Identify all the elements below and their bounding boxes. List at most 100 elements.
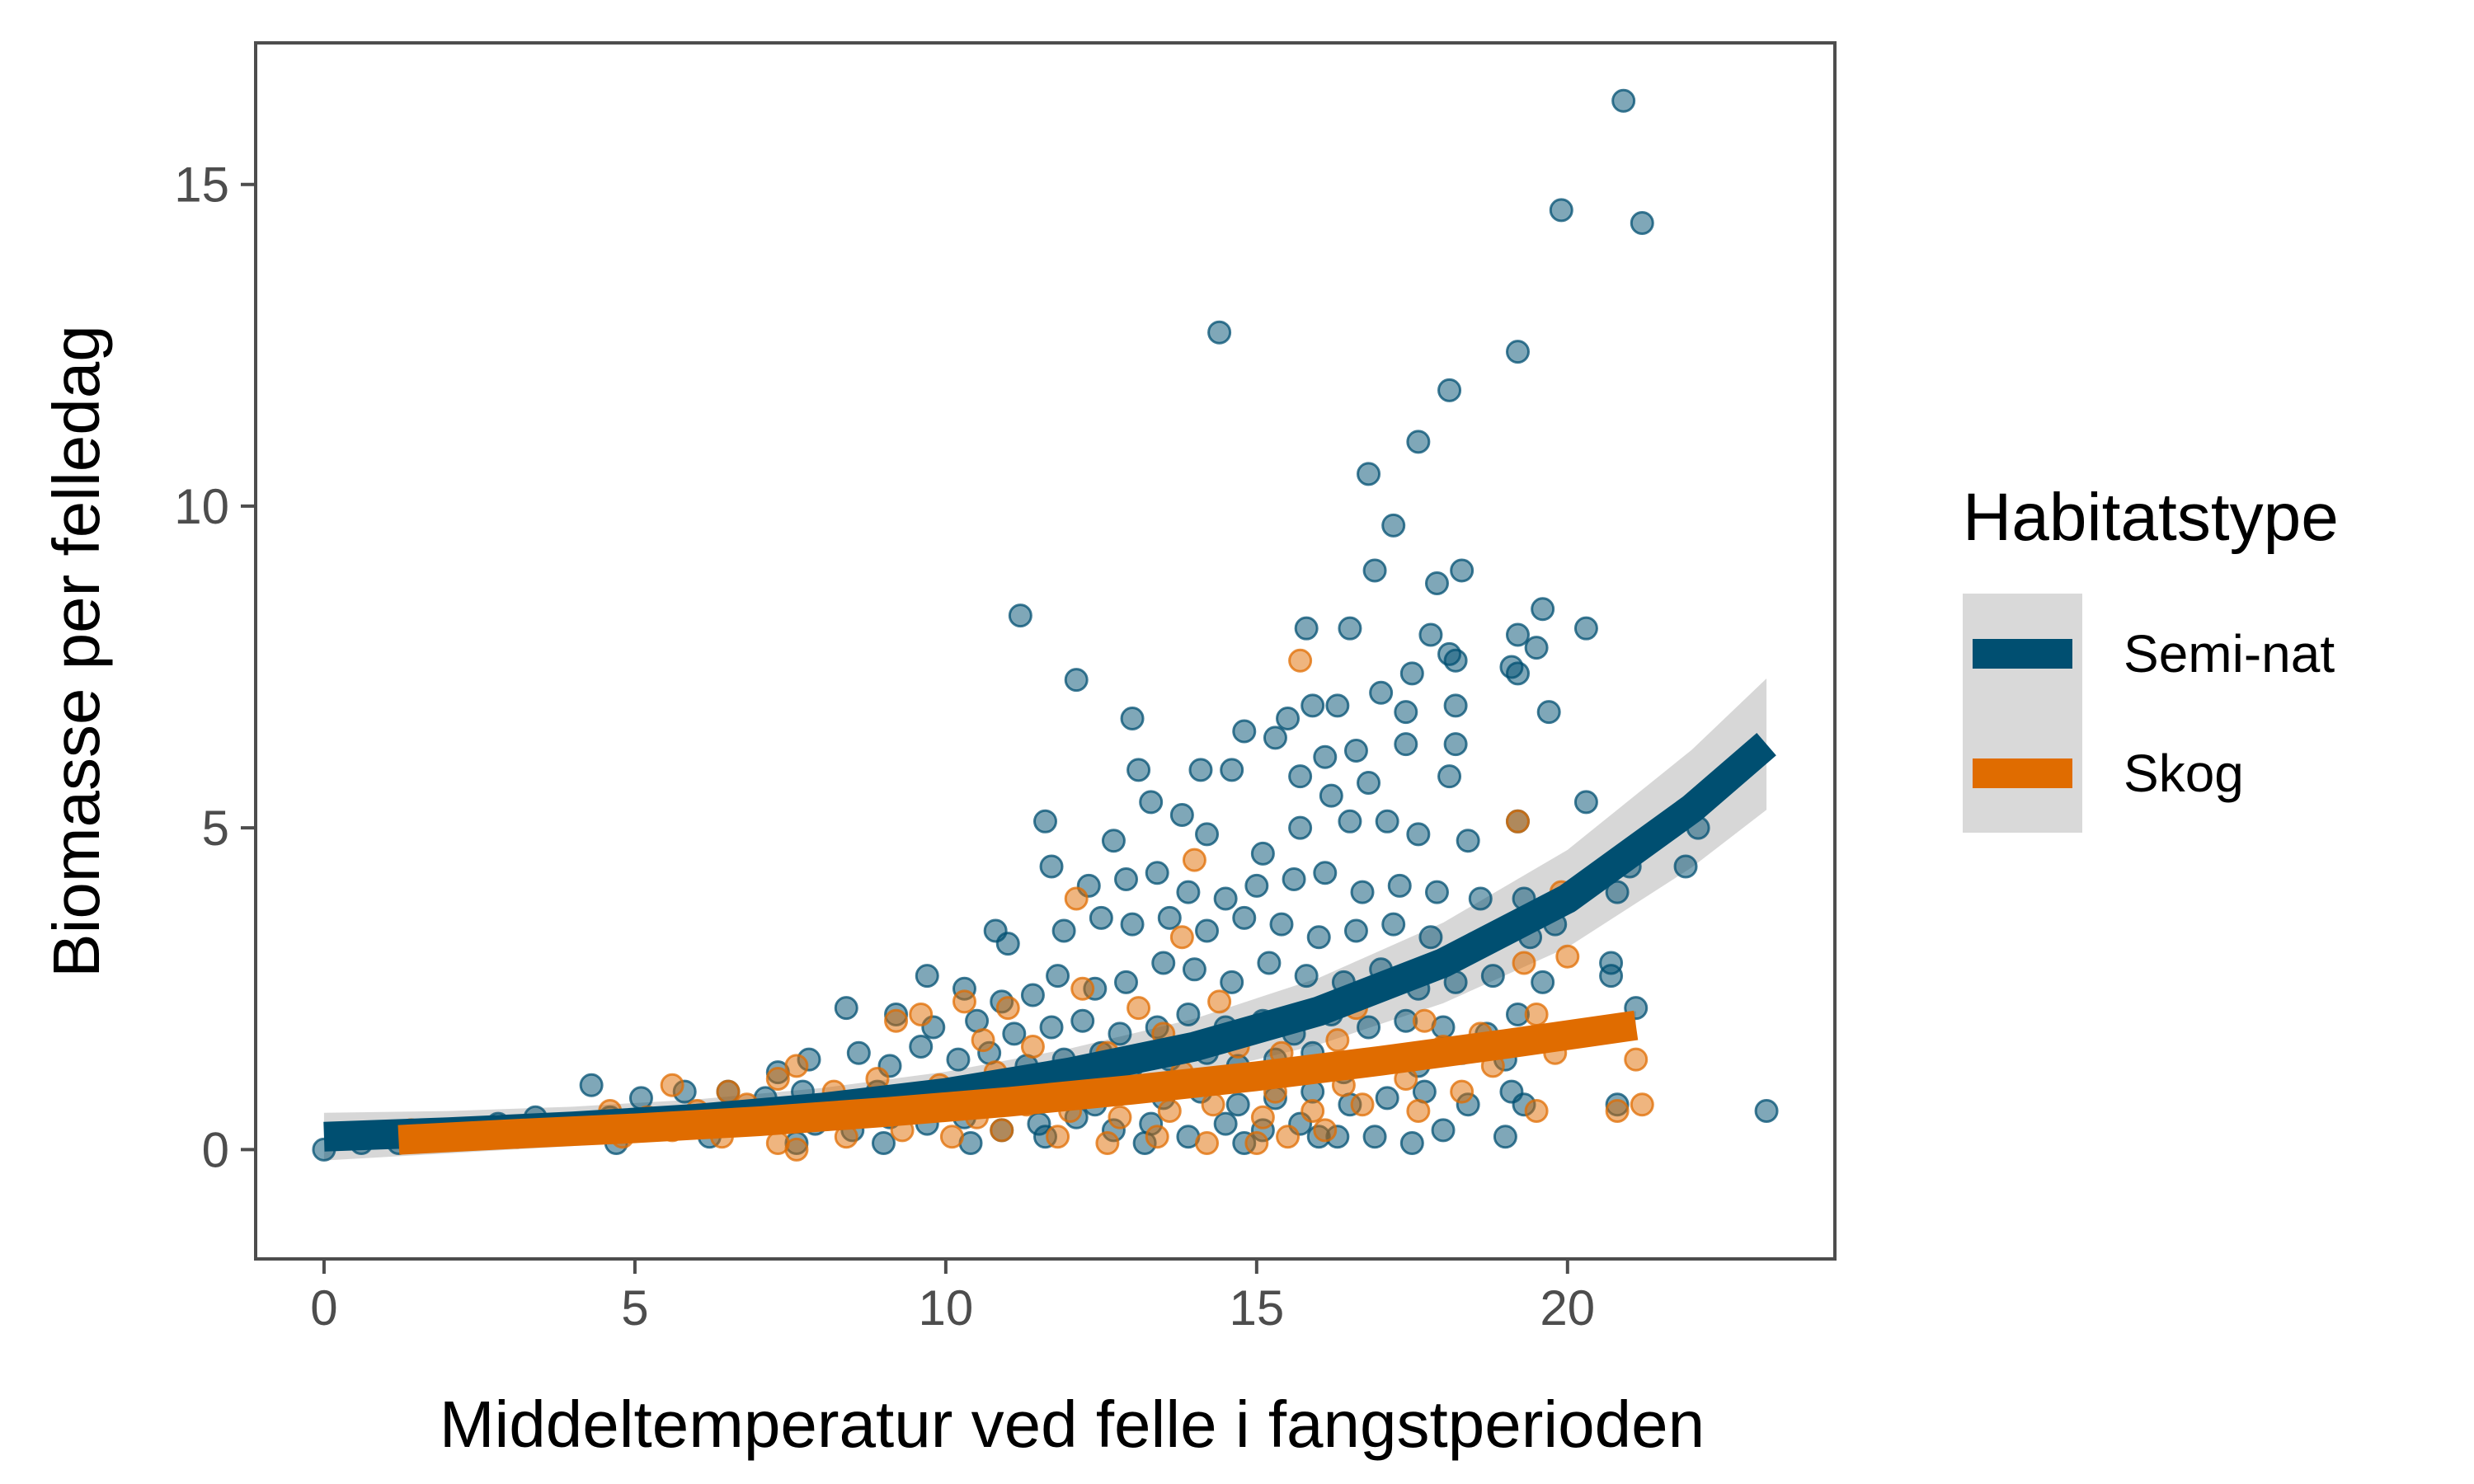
data-point [1394, 732, 1418, 757]
y-tick-label: 10 [174, 479, 229, 534]
legend-key-background [1963, 594, 2082, 833]
data-point [1288, 815, 1313, 840]
data-point [1300, 693, 1325, 718]
data-point [1524, 636, 1549, 660]
data-point [1338, 809, 1362, 834]
data-point [1294, 616, 1319, 641]
data-point [716, 1079, 741, 1104]
data-point [1512, 951, 1536, 975]
data-point [1182, 848, 1206, 872]
data-point [1350, 880, 1375, 904]
data-point [1605, 1099, 1630, 1124]
scatter-points [312, 88, 1779, 1162]
data-point [1157, 1099, 1182, 1124]
data-point [909, 1034, 934, 1059]
data-point [1531, 970, 1555, 994]
data-point [1362, 558, 1387, 583]
data-point [846, 1040, 871, 1065]
data-point [1257, 951, 1282, 975]
y-axis-title: Biomasse per felledag [40, 325, 113, 978]
data-point [1195, 1131, 1220, 1156]
data-point [1046, 964, 1070, 989]
y-tick-label: 0 [202, 1122, 229, 1177]
data-point [1313, 744, 1338, 769]
data-point [1350, 1092, 1375, 1117]
data-point [1126, 758, 1151, 782]
x-tick-label: 5 [621, 1280, 648, 1336]
data-point [1381, 912, 1406, 937]
data-point [1169, 803, 1194, 828]
data-point [1524, 1002, 1549, 1026]
data-point [871, 1131, 896, 1156]
x-tick-label: 20 [1540, 1280, 1595, 1336]
data-point [1213, 1111, 1238, 1136]
legend: Habitatstype Semi-nat Skog [1963, 480, 2339, 833]
data-point [1338, 616, 1362, 641]
data-point [1319, 783, 1343, 808]
data-point [1070, 976, 1095, 1001]
data-point [1362, 1125, 1387, 1149]
data-point [1573, 616, 1598, 641]
data-point [1424, 880, 1449, 904]
data-point [1188, 758, 1213, 782]
data-point [1573, 790, 1598, 815]
data-point [1120, 706, 1145, 730]
plot-panel-border [254, 41, 1837, 1261]
data-point [1288, 764, 1313, 789]
data-point [1244, 1131, 1269, 1156]
data-point [1114, 867, 1139, 892]
x-axis: 0 5 10 15 20 [310, 1259, 1595, 1336]
data-point [1313, 1118, 1338, 1143]
data-point [1051, 918, 1076, 943]
data-point [952, 989, 976, 1014]
data-point [1369, 680, 1394, 705]
data-point [765, 1066, 790, 1091]
data-point [1375, 1086, 1399, 1111]
data-point [1250, 1105, 1275, 1129]
data-point [1424, 571, 1449, 596]
data-point [995, 932, 1020, 956]
data-point [1531, 597, 1555, 622]
data-point [1443, 732, 1468, 757]
data-point [1244, 873, 1269, 898]
data-point [1325, 1028, 1350, 1053]
data-point [1108, 1105, 1132, 1129]
x-tick-label: 0 [310, 1280, 337, 1336]
data-point [1630, 1092, 1654, 1117]
data-point [946, 1047, 971, 1072]
data-point [939, 1125, 964, 1149]
data-point [1375, 809, 1399, 834]
data-point [1207, 320, 1232, 345]
data-point [1418, 925, 1443, 950]
data-point [1505, 661, 1530, 686]
data-point [1195, 918, 1220, 943]
data-point [1020, 983, 1045, 1007]
data-point [909, 1002, 934, 1026]
data-point [1450, 1079, 1475, 1104]
data-point [1151, 951, 1176, 975]
data-point [1493, 1125, 1517, 1149]
data-point [1250, 841, 1275, 866]
data-point [1394, 700, 1418, 725]
data-point [1357, 770, 1381, 795]
data-point [1108, 1021, 1132, 1046]
data-point [884, 1008, 909, 1033]
x-tick-label: 15 [1229, 1280, 1284, 1336]
data-point [1418, 622, 1443, 647]
data-point [834, 996, 858, 1021]
x-tick-label: 10 [918, 1280, 973, 1336]
data-point [1325, 693, 1350, 718]
legend-label-semi-nat: Semi-nat [2124, 624, 2335, 683]
data-point [1139, 790, 1164, 815]
data-point [1673, 854, 1698, 879]
data-point [1555, 944, 1580, 969]
data-point [1070, 1008, 1095, 1033]
data-point [1145, 861, 1169, 885]
data-point [1300, 1099, 1325, 1124]
legend-item-skog: Skog [1973, 744, 2244, 803]
trend-lines [323, 733, 1776, 1155]
data-point [1101, 829, 1126, 853]
data-point [1089, 905, 1113, 930]
data-point [1357, 462, 1381, 486]
